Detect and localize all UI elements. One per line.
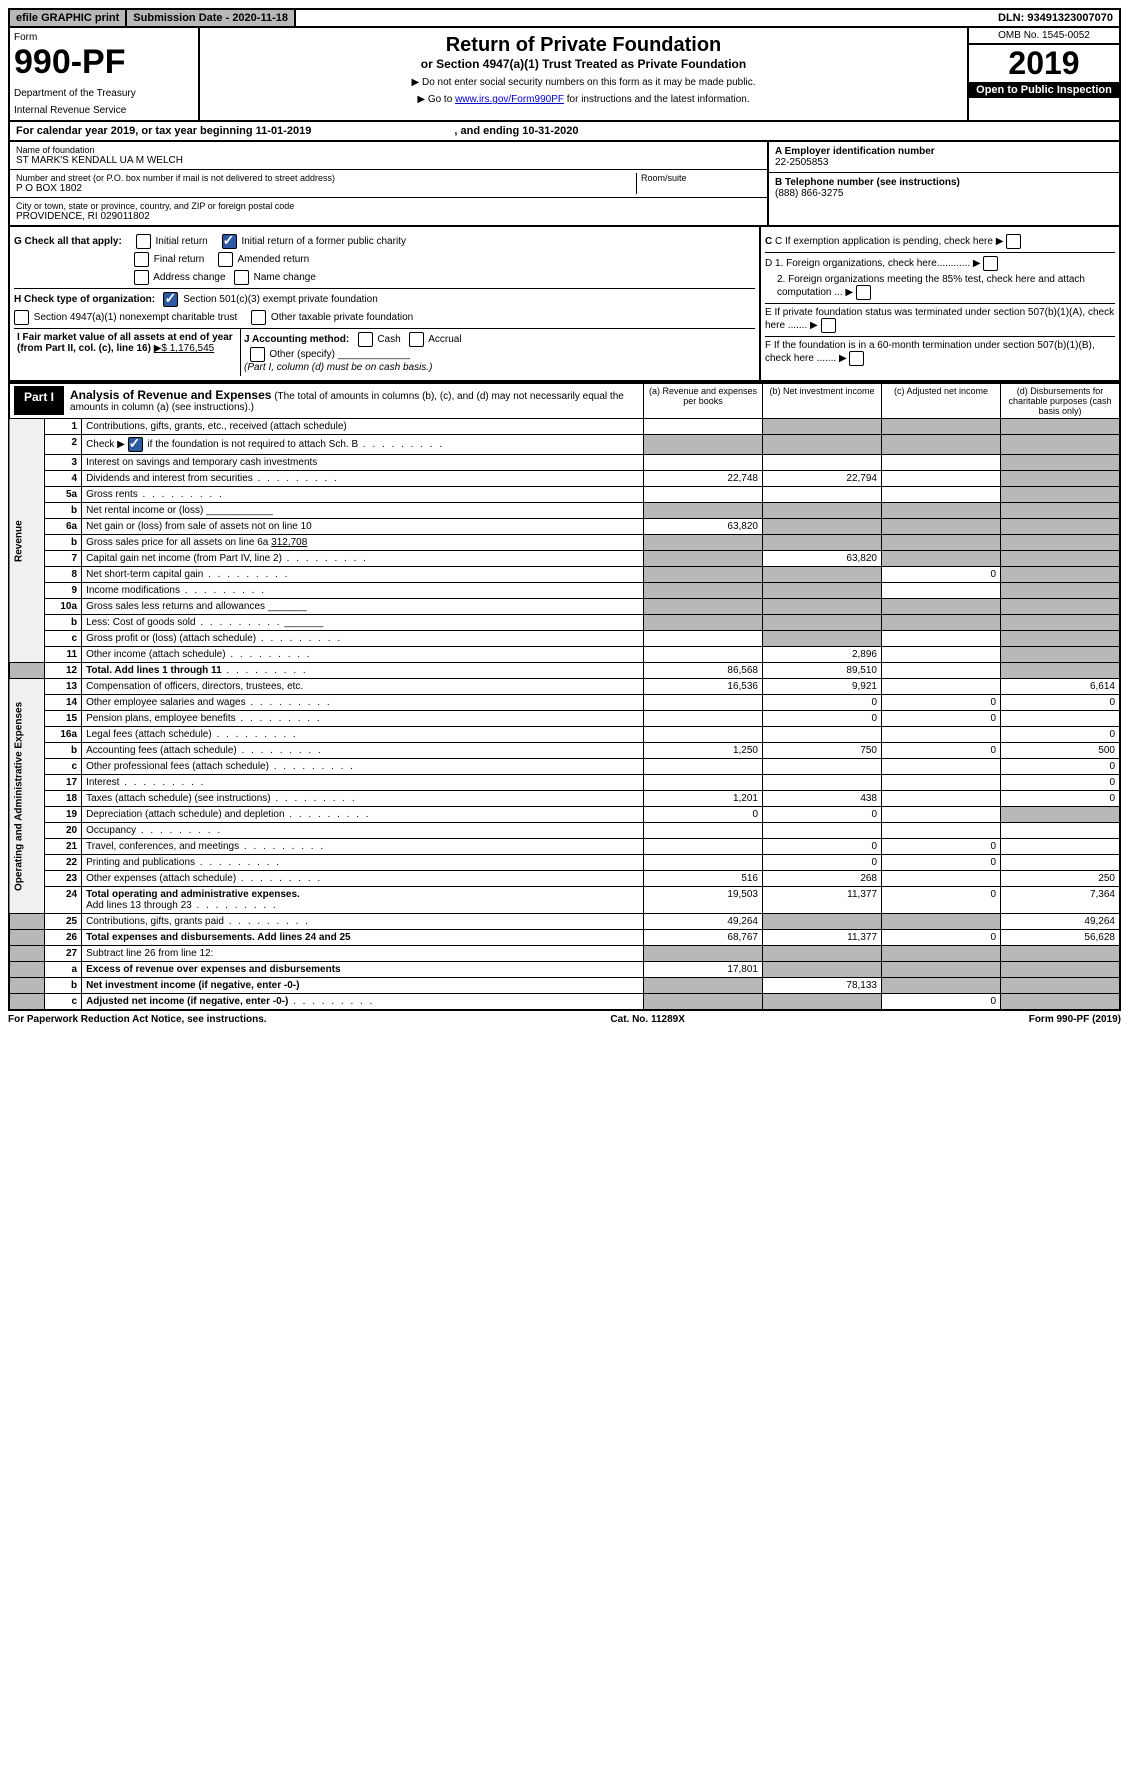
part1-badge: Part I — [14, 386, 64, 415]
identity-block: Name of foundation ST MARK'S KENDALL UA … — [8, 142, 1121, 227]
city-label: City or town, state or province, country… — [16, 201, 761, 211]
omb: OMB No. 1545-0052 — [969, 28, 1119, 45]
form-subtitle: or Section 4947(a)(1) Trust Treated as P… — [208, 57, 959, 71]
telephone: (888) 866-3275 — [775, 188, 843, 199]
cb-address[interactable] — [134, 270, 149, 285]
cb-accrual[interactable] — [409, 332, 424, 347]
cb-amended[interactable] — [218, 252, 233, 267]
tax-year: 2019 — [969, 45, 1119, 82]
inst-1: ▶ Do not enter social security numbers o… — [208, 77, 959, 88]
cb-c[interactable] — [1006, 234, 1021, 249]
name-label: Name of foundation — [16, 145, 761, 155]
revenue-label: Revenue — [9, 419, 45, 663]
col-b-hdr: (b) Net investment income — [763, 383, 882, 419]
cb-4947[interactable] — [14, 310, 29, 325]
cb-sch-b[interactable] — [128, 437, 143, 452]
calendar-year: For calendar year 2019, or tax year begi… — [8, 122, 1121, 142]
efile-label: efile GRAPHIC print — [10, 10, 127, 26]
footer: For Paperwork Reduction Act Notice, see … — [8, 1011, 1121, 1028]
cb-d2[interactable] — [856, 285, 871, 300]
address: P O BOX 1802 — [16, 183, 636, 194]
col-a-hdr: (a) Revenue and expenses per books — [644, 383, 763, 419]
inst-2: ▶ Go to www.irs.gov/Form990PF for instru… — [208, 94, 959, 105]
ein: 22-2505853 — [775, 157, 828, 168]
dept: Department of the Treasury — [14, 88, 194, 99]
cb-cash[interactable] — [358, 332, 373, 347]
pra-notice: For Paperwork Reduction Act Notice, see … — [8, 1014, 267, 1025]
form-title: Return of Private Foundation — [208, 34, 959, 57]
cb-501c3[interactable] — [163, 292, 178, 307]
cb-d1[interactable] — [983, 256, 998, 271]
room-label: Room/suite — [641, 173, 761, 183]
part1-table: Part I Analysis of Revenue and Expenses … — [8, 382, 1121, 1011]
expenses-label: Operating and Administrative Expenses — [9, 679, 45, 914]
cb-other-tax[interactable] — [251, 310, 266, 325]
cat-no: Cat. No. 11289X — [610, 1014, 684, 1025]
cb-e[interactable] — [821, 318, 836, 333]
cb-final[interactable] — [134, 252, 149, 267]
col-d-hdr: (d) Disbursements for charitable purpose… — [1001, 383, 1121, 419]
check-block: G Check all that apply: Initial return I… — [8, 227, 1121, 382]
addr-label: Number and street (or P.O. box number if… — [16, 173, 636, 183]
g-label: G Check all that apply: — [14, 236, 122, 247]
irs: Internal Revenue Service — [14, 105, 194, 116]
h-label: H Check type of organization: — [14, 294, 155, 305]
city: PROVIDENCE, RI 029011802 — [16, 211, 761, 222]
dln: DLN: 93491323007070 — [992, 10, 1119, 26]
open-public: Open to Public Inspection — [969, 82, 1119, 98]
j-note: (Part I, column (d) must be on cash basi… — [244, 362, 432, 373]
cb-initial[interactable] — [136, 234, 151, 249]
form-ref: Form 990-PF (2019) — [1029, 1014, 1121, 1025]
ein-label: A Employer identification number — [775, 146, 935, 157]
cb-initial-former[interactable] — [222, 234, 237, 249]
j-label: J Accounting method: — [244, 334, 349, 345]
cb-name-change[interactable] — [234, 270, 249, 285]
cb-other-acct[interactable] — [250, 347, 265, 362]
form-link[interactable]: www.irs.gov/Form990PF — [455, 94, 564, 105]
top-bar: efile GRAPHIC print Submission Date - 20… — [8, 8, 1121, 28]
tel-label: B Telephone number (see instructions) — [775, 177, 960, 188]
form-header: Form 990-PF Department of the Treasury I… — [8, 28, 1121, 122]
cb-f[interactable] — [849, 351, 864, 366]
i-value: ▶$ 1,176,545 — [154, 343, 215, 354]
submission-date: Submission Date - 2020-11-18 — [127, 10, 296, 26]
col-c-hdr: (c) Adjusted net income — [882, 383, 1001, 419]
form-number: 990-PF — [14, 43, 194, 82]
form-label: Form — [14, 32, 194, 43]
foundation-name: ST MARK'S KENDALL UA M WELCH — [16, 155, 761, 166]
